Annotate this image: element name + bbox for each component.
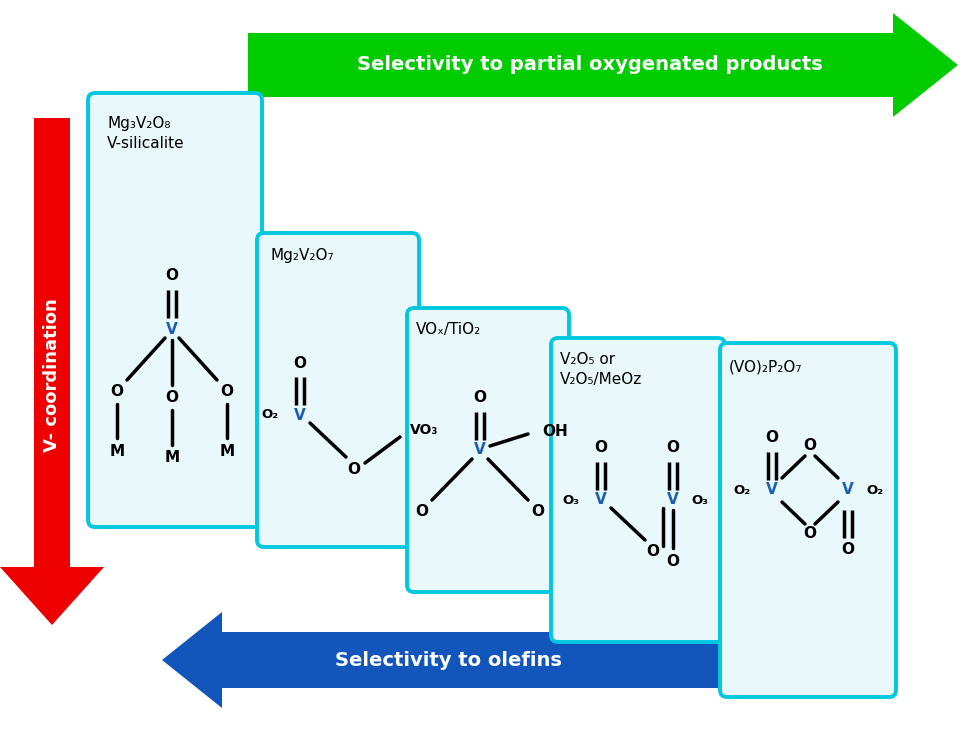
Text: V- coordination: V- coordination	[43, 298, 61, 452]
Text: V: V	[595, 493, 607, 507]
Text: Selectivity to partial oxygenated products: Selectivity to partial oxygenated produc…	[357, 55, 823, 74]
Text: O: O	[473, 391, 486, 405]
Text: O: O	[666, 440, 679, 456]
Text: O₂: O₂	[866, 483, 883, 496]
Text: O: O	[166, 267, 178, 283]
Text: O: O	[804, 439, 816, 453]
Text: O: O	[666, 555, 679, 569]
Text: (VO)₂P₂O₇: (VO)₂P₂O₇	[729, 360, 803, 375]
Text: Mg₂V₂O₇: Mg₂V₂O₇	[270, 248, 333, 263]
Text: VOₓ/TiO₂: VOₓ/TiO₂	[416, 322, 481, 337]
Polygon shape	[0, 118, 104, 625]
Text: O₂: O₂	[733, 483, 750, 496]
Text: O: O	[111, 385, 123, 399]
Text: V₂O₅ or
V₂O₅/MeOz: V₂O₅ or V₂O₅/MeOz	[560, 352, 642, 387]
FancyBboxPatch shape	[88, 93, 262, 527]
FancyBboxPatch shape	[407, 308, 569, 592]
Text: V: V	[167, 323, 178, 337]
Text: V: V	[667, 493, 679, 507]
Text: V: V	[474, 442, 486, 458]
Text: V: V	[766, 483, 778, 498]
Text: OH: OH	[542, 425, 567, 439]
Text: O₃: O₃	[691, 493, 708, 507]
Text: M: M	[110, 445, 124, 459]
Text: M: M	[165, 450, 179, 466]
Polygon shape	[162, 612, 745, 708]
Text: O: O	[765, 431, 778, 445]
Text: O: O	[595, 440, 608, 456]
Text: Selectivity to olefins: Selectivity to olefins	[334, 650, 562, 669]
Text: VO₃: VO₃	[410, 423, 438, 437]
Text: O₃: O₃	[562, 493, 579, 507]
Text: O: O	[647, 545, 660, 559]
Text: V: V	[294, 407, 306, 423]
FancyBboxPatch shape	[720, 343, 896, 697]
Text: Mg₃V₂O₈
V-silicalite: Mg₃V₂O₈ V-silicalite	[107, 116, 184, 151]
Text: O: O	[531, 504, 545, 520]
Text: O: O	[842, 542, 855, 558]
Text: M: M	[220, 445, 234, 459]
Text: O: O	[804, 526, 816, 542]
FancyBboxPatch shape	[551, 338, 725, 642]
Polygon shape	[248, 13, 958, 117]
Text: O: O	[293, 356, 307, 371]
Text: V: V	[842, 483, 854, 498]
Text: O: O	[220, 385, 233, 399]
Text: O: O	[416, 504, 428, 520]
FancyBboxPatch shape	[257, 233, 419, 547]
Text: O₂: O₂	[261, 409, 278, 421]
Text: O: O	[166, 391, 178, 405]
Text: O: O	[348, 463, 361, 477]
